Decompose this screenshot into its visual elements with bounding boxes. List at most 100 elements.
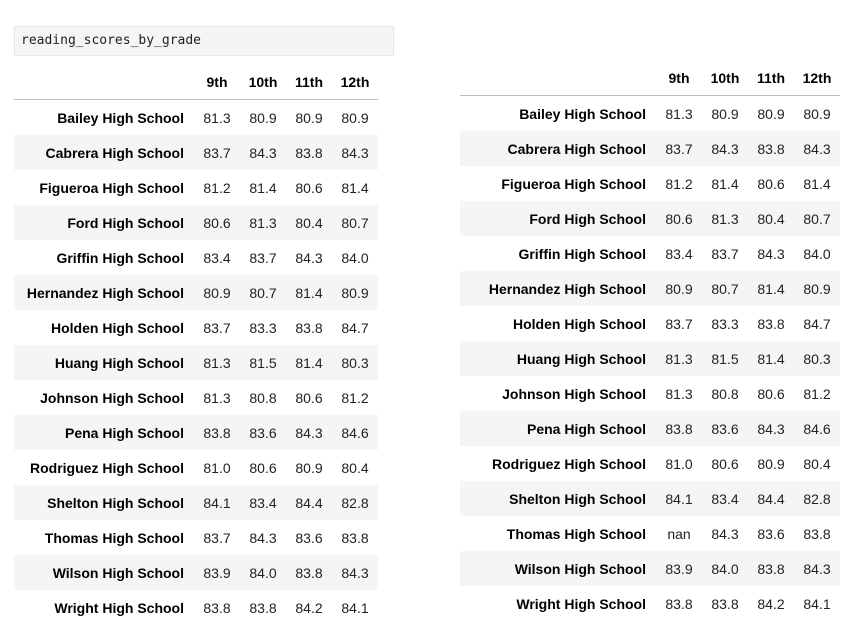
table-cell: 83.6 — [711, 420, 739, 437]
index-header — [14, 64, 194, 100]
table-cell: 83.6 — [295, 529, 323, 546]
row-index-label: Bailey High School — [57, 109, 184, 126]
table-row: Pena High School 83.8 83.6 84.3 84.6 — [14, 415, 378, 450]
table-cell: 81.5 — [249, 354, 277, 371]
table-cell: 81.4 — [341, 179, 369, 196]
table-cell: 81.3 — [665, 350, 693, 367]
table-row: Wilson High School 83.9 84.0 83.8 84.3 — [460, 551, 840, 586]
table-cell: 84.3 — [803, 560, 831, 577]
table-cell: 83.8 — [295, 564, 323, 581]
table-cell: 83.8 — [295, 319, 323, 336]
table-row: Rodriguez High School 81.0 80.6 80.9 80.4 — [460, 446, 840, 481]
table-cell: 81.3 — [665, 105, 693, 122]
table-cell: 84.3 — [341, 564, 369, 581]
table-cell: 83.8 — [249, 599, 277, 616]
table-cell: 80.4 — [341, 459, 369, 476]
table-cell: 80.6 — [711, 455, 739, 472]
row-index-label: Griffin High School — [518, 245, 646, 262]
table-cell: 83.8 — [665, 595, 693, 612]
table-cell: 81.5 — [711, 350, 739, 367]
table-cell: 84.0 — [341, 249, 369, 266]
table-cell: 83.8 — [203, 424, 231, 441]
column-header: 9th — [656, 60, 702, 96]
row-index-label: Griffin High School — [56, 249, 184, 266]
table-row: Ford High School 80.6 81.3 80.4 80.7 — [14, 205, 378, 240]
table-cell: 83.7 — [203, 144, 231, 161]
table-cell: 81.2 — [803, 385, 831, 402]
table-cell: 84.6 — [341, 424, 369, 441]
table-row: Huang High School 81.3 81.5 81.4 80.3 — [14, 345, 378, 380]
table-cell: 83.7 — [203, 529, 231, 546]
row-index-label: Wilson High School — [52, 564, 184, 581]
table-cell: 81.4 — [757, 280, 785, 297]
table-cell: 81.4 — [295, 284, 323, 301]
table-cell: 84.0 — [249, 564, 277, 581]
row-index-label: Ford High School — [529, 210, 646, 227]
table-row: Thomas High School nan 84.3 83.6 83.8 — [460, 516, 840, 551]
table-cell: 83.6 — [757, 525, 785, 542]
column-header: 9th — [194, 64, 240, 100]
table-cell: 83.8 — [757, 315, 785, 332]
table-cell: 83.8 — [803, 525, 831, 542]
row-index-label: Cabrera High School — [507, 140, 646, 157]
row-index-label: Cabrera High School — [45, 144, 184, 161]
table-cell: 84.1 — [665, 490, 693, 507]
table-cell: 83.7 — [665, 140, 693, 157]
row-index-label: Johnson High School — [40, 389, 184, 406]
table-cell: 80.7 — [803, 210, 831, 227]
table-cell: 83.8 — [341, 529, 369, 546]
table-cell: 83.7 — [711, 245, 739, 262]
table-cell: 83.9 — [665, 560, 693, 577]
table-cell: 84.3 — [803, 140, 831, 157]
table-cell: 83.8 — [295, 144, 323, 161]
table-cell: 80.6 — [249, 459, 277, 476]
table-row: Holden High School 83.7 83.3 83.8 84.7 — [460, 306, 840, 341]
table-cell: 83.9 — [203, 564, 231, 581]
table-cell: 84.7 — [803, 315, 831, 332]
table-row: Holden High School 83.7 83.3 83.8 84.7 — [14, 310, 378, 345]
table-cell: 80.9 — [757, 455, 785, 472]
table-cell: 83.4 — [249, 494, 277, 511]
code-cell-output-expression[interactable]: reading_scores_by_grade — [14, 26, 394, 56]
table-cell: 83.4 — [203, 249, 231, 266]
table-cell: 84.3 — [341, 144, 369, 161]
dataframe-left: 9th 10th 11th 12th Bailey High School 81.… — [14, 64, 378, 625]
row-index-label: Holden High School — [513, 315, 646, 332]
table-cell: 80.4 — [803, 455, 831, 472]
table-cell: 81.4 — [803, 175, 831, 192]
table-cell: 83.8 — [757, 140, 785, 157]
row-index-label: Wilson High School — [514, 560, 646, 577]
table-cell: 82.8 — [341, 494, 369, 511]
table-cell: 83.7 — [249, 249, 277, 266]
table-cell: 81.4 — [249, 179, 277, 196]
table-cell: 84.3 — [757, 420, 785, 437]
table-cell: 84.4 — [757, 490, 785, 507]
table-cell: 82.8 — [803, 490, 831, 507]
row-index-label: Pena High School — [64, 424, 184, 441]
table-cell: 80.9 — [803, 105, 831, 122]
table-cell: 84.7 — [341, 319, 369, 336]
table-row: Thomas High School 83.7 84.3 83.6 83.8 — [14, 520, 378, 555]
table-row: Wilson High School 83.9 84.0 83.8 84.3 — [14, 555, 378, 590]
table-cell: 83.8 — [665, 420, 693, 437]
table-cell: 81.2 — [203, 179, 231, 196]
table-cell: 81.2 — [341, 389, 369, 406]
table-cell: 80.9 — [295, 109, 323, 126]
table-cell: 80.9 — [665, 280, 693, 297]
table-cell: 84.3 — [295, 249, 323, 266]
table-cell: 80.7 — [341, 214, 369, 231]
table-cell: 80.9 — [757, 105, 785, 122]
row-index-label: Ford High School — [67, 214, 184, 231]
table-cell: 83.3 — [249, 319, 277, 336]
column-header: 12th — [794, 60, 840, 96]
row-index-label: Huang High School — [516, 350, 646, 367]
table-cell: 83.3 — [711, 315, 739, 332]
table-cell: 81.4 — [711, 175, 739, 192]
table-row: Cabrera High School 83.7 84.3 83.8 84.3 — [460, 131, 840, 166]
table-cell: 80.9 — [203, 284, 231, 301]
table-cell: 80.9 — [803, 280, 831, 297]
table-cell: 84.3 — [249, 529, 277, 546]
code-text: reading_scores_by_grade — [21, 33, 202, 48]
table-cell: 80.9 — [711, 105, 739, 122]
table-cell: 81.3 — [665, 385, 693, 402]
